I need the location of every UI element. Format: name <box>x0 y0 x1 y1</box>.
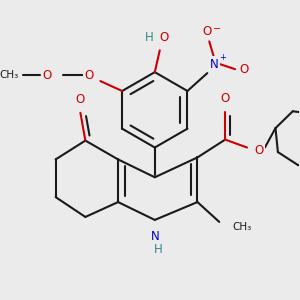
Text: H: H <box>153 243 162 256</box>
Text: −: − <box>213 23 221 34</box>
Text: O: O <box>254 144 264 157</box>
Text: +: + <box>219 53 226 62</box>
Text: O: O <box>220 92 230 105</box>
Text: O: O <box>42 69 51 82</box>
Text: CH₃: CH₃ <box>0 70 19 80</box>
Text: CH₃: CH₃ <box>232 222 251 232</box>
Text: O: O <box>159 31 168 44</box>
Text: O: O <box>239 63 249 76</box>
Text: O: O <box>85 69 94 82</box>
Text: N: N <box>210 58 219 71</box>
Text: O: O <box>76 93 85 106</box>
Text: H: H <box>145 31 153 44</box>
Text: N: N <box>150 230 159 243</box>
Text: O: O <box>202 25 212 38</box>
